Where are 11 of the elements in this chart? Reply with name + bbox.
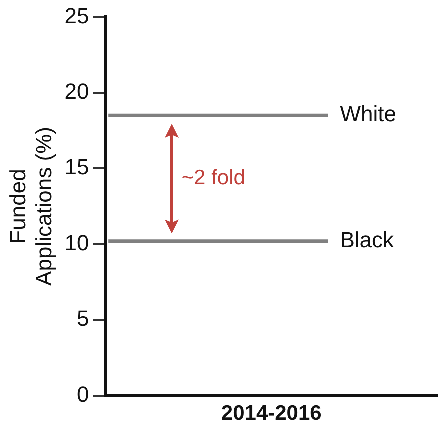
y-axis-title: Funded Applications (%) xyxy=(5,127,57,286)
x-tick-label: 2014-2016 xyxy=(221,402,322,426)
y-tick-label: 20 xyxy=(64,78,90,104)
ref-line-label: White xyxy=(340,102,396,127)
annotation: ~2 fold xyxy=(182,166,246,190)
y-tick-label: 10 xyxy=(64,230,90,256)
y-tick-label: 15 xyxy=(64,154,90,180)
y-tick-label: 5 xyxy=(77,306,90,332)
y-tick-label: 25 xyxy=(64,3,90,28)
ref-line-label: Black xyxy=(340,227,395,252)
y-tick-label: 0 xyxy=(77,382,90,407)
